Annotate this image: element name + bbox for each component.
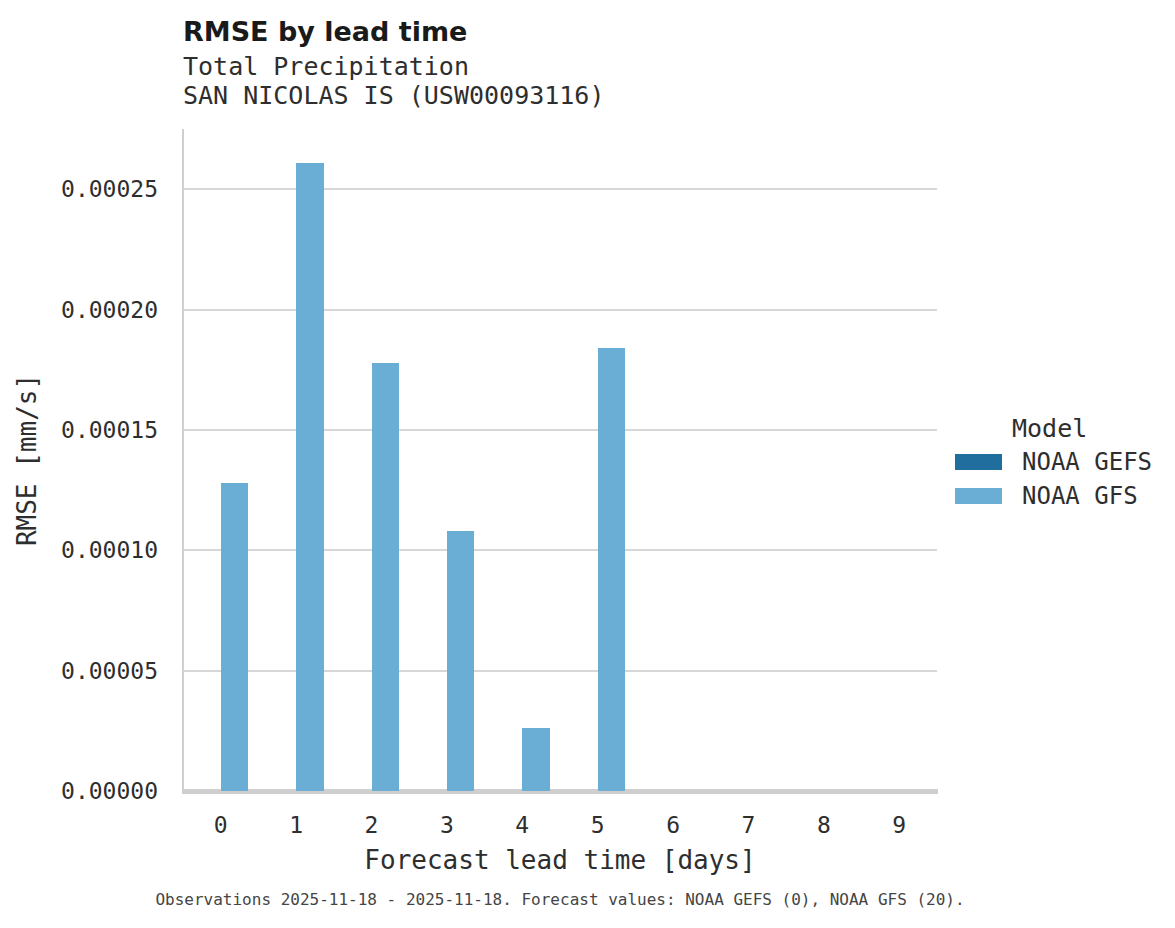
y-axis-ticks: 0.000000.000050.000100.000150.000200.000…	[0, 129, 158, 791]
rmse-bar-chart: RMSE by lead time Total Precipitation SA…	[0, 0, 1175, 928]
legend-swatch-noaa-gefs	[955, 454, 1002, 470]
chart-subtitle-variable: Total Precipitation	[183, 52, 469, 81]
legend-item-noaa-gefs: NOAA GEFS	[955, 445, 1152, 479]
chart-title: RMSE by lead time	[183, 16, 467, 47]
bar-noaa-gfs-lead-4	[522, 728, 550, 791]
legend-swatch-noaa-gfs	[955, 488, 1002, 504]
chart-subtitle-station: SAN NICOLAS IS (USW00093116)	[183, 81, 604, 110]
y-tick-label: 0.00000	[61, 778, 158, 804]
y-axis-line	[182, 129, 184, 791]
x-tick-label: 4	[515, 812, 529, 838]
plot-area	[183, 129, 937, 791]
y-tick-label: 0.00005	[61, 658, 158, 684]
legend-items: NOAA GEFS NOAA GFS	[955, 445, 1152, 513]
chart-caption: Observations 2025-11-18 - 2025-11-18. Fo…	[133, 890, 987, 909]
legend-label: NOAA GFS	[1022, 482, 1138, 510]
x-tick-label: 0	[214, 812, 228, 838]
bar-noaa-gfs-lead-2	[372, 363, 400, 791]
x-tick-label: 3	[440, 812, 454, 838]
bar-noaa-gfs-lead-5	[598, 348, 626, 791]
bar-noaa-gfs-lead-3	[447, 531, 475, 791]
x-tick-label: 6	[666, 812, 680, 838]
legend-title: Model	[1012, 414, 1087, 443]
y-tick-label: 0.00015	[61, 417, 158, 443]
y-tick-label: 0.00025	[61, 176, 158, 202]
x-tick-label: 2	[365, 812, 379, 838]
x-axis-title: Forecast lead time [days]	[183, 845, 937, 875]
y-tick-label: 0.00020	[61, 297, 158, 323]
x-tick-label: 7	[742, 812, 756, 838]
x-tick-label: 5	[591, 812, 605, 838]
legend-item-noaa-gfs: NOAA GFS	[955, 479, 1152, 513]
x-axis-ticks: 0 1 2 3 4 5 6 7 8 9	[183, 812, 937, 842]
x-tick-label: 1	[289, 812, 303, 838]
x-tick-label: 9	[892, 812, 906, 838]
legend-label: NOAA GEFS	[1022, 448, 1152, 476]
bar-noaa-gfs-lead-0	[221, 483, 249, 791]
bar-noaa-gfs-lead-1	[296, 163, 324, 791]
y-tick-label: 0.00010	[61, 537, 158, 563]
x-tick-label: 8	[817, 812, 831, 838]
